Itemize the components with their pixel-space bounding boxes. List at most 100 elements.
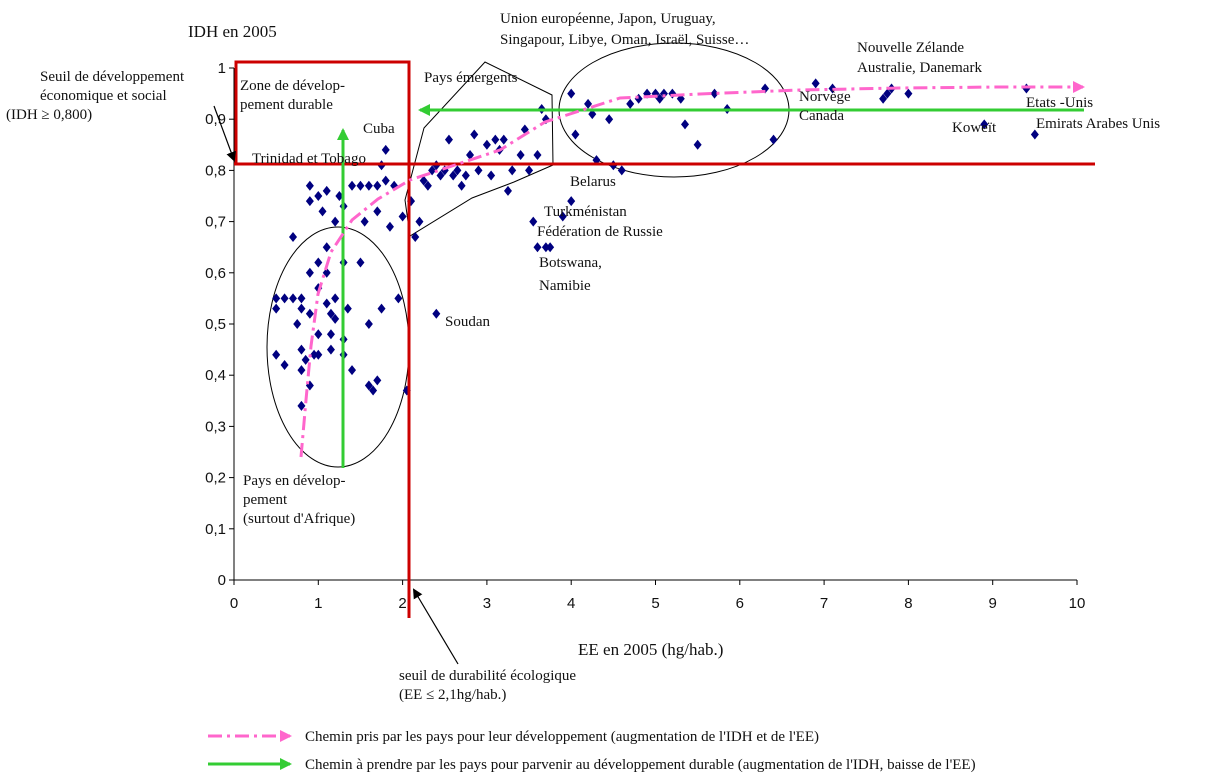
data-point [318, 206, 327, 217]
x-tick-label: 0 [230, 595, 238, 612]
data-point [436, 170, 445, 181]
data-point [634, 93, 643, 104]
data-point [499, 134, 508, 145]
pays-en-dev-label-2: pement [243, 492, 288, 508]
data-point [659, 88, 668, 99]
region-outlines [266, 42, 790, 468]
y-tick-label: 0,8 [205, 162, 226, 179]
data-point [356, 257, 365, 268]
data-point [710, 88, 719, 99]
data-point [314, 329, 323, 340]
data-point [558, 211, 567, 222]
data-point [470, 129, 479, 140]
data-point [381, 144, 390, 155]
data-point [331, 293, 340, 304]
botswana-label-2: Namibie [539, 278, 591, 294]
pays-en-dev-label-1: Pays en dévelop- [243, 473, 345, 489]
x-tick-label: 5 [651, 595, 659, 612]
data-point [297, 303, 306, 314]
seuil-eco-pointer [412, 588, 459, 665]
data-point [314, 257, 323, 268]
seuil-dev-label-2: économique et social [40, 88, 167, 104]
russie-label: Fédération de Russie [537, 224, 663, 240]
data-point [314, 349, 323, 360]
x-tick-label: 1 [314, 595, 322, 612]
data-point [1030, 129, 1039, 140]
nz-label-2: Australie, Danemark [857, 60, 982, 76]
data-point [584, 98, 593, 109]
data-point [305, 267, 314, 278]
data-point [449, 170, 458, 181]
x-tick-label: 4 [567, 595, 575, 612]
data-point [411, 231, 420, 242]
data-point [879, 93, 888, 104]
data-point [364, 319, 373, 329]
x-tick-label: 6 [736, 595, 744, 612]
botswana-label-1: Botswana, [539, 255, 602, 271]
x-axis-label: EE en 2005 (hg/hab.) [578, 640, 723, 659]
data-point [297, 293, 306, 304]
data-point [272, 303, 281, 314]
data-point [482, 139, 491, 150]
data-point [693, 139, 702, 150]
data-point [377, 303, 386, 314]
data-point [904, 88, 913, 99]
data-point [297, 400, 306, 411]
data-point [626, 98, 635, 109]
legend-green-label: Chemin à prendre par les pays pour parve… [305, 757, 976, 773]
data-point [453, 165, 462, 176]
data-point [529, 216, 538, 227]
data-point [301, 354, 310, 365]
data-point [335, 191, 344, 201]
data-point [811, 78, 820, 89]
legend: Chemin pris par les pays pour leur dével… [208, 729, 976, 773]
y-tick-label: 0,6 [205, 265, 226, 282]
x-tick-labels: 0 1 2 3 4 5 6 7 8 9 10 [230, 595, 1086, 612]
cuba-label: Cuba [363, 121, 395, 137]
data-point [588, 109, 597, 120]
data-point [343, 303, 352, 314]
seuil-eco-label-2: (EE ≤ 2,1hg/hab.) [399, 687, 506, 703]
seuil-dev-label-3: (IDH ≥ 0,800) [6, 107, 92, 123]
y-tick-labels: 0 0,1 0,2 0,3 0,4 0,5 0,6 0,7 0,8 0,9 1 [205, 60, 226, 589]
data-point [280, 293, 289, 304]
data-point [461, 170, 470, 181]
seuil-dev-label-1: Seuil de développement [40, 69, 185, 85]
x-tick-label: 7 [820, 595, 828, 612]
y-tick-label: 0,9 [205, 111, 226, 128]
data-point [289, 293, 298, 304]
data-point [655, 93, 664, 104]
data-point [571, 129, 580, 140]
x-tick-label: 10 [1069, 595, 1086, 612]
data-point [503, 185, 512, 196]
x-tick-label: 3 [483, 595, 491, 612]
data-point [369, 385, 378, 396]
legend-pink-label: Chemin pris par les pays pour leur dével… [305, 729, 819, 745]
data-point [326, 344, 335, 355]
data-point [373, 206, 382, 217]
ue-group-label-1: Union européenne, Japon, Uruguay, [500, 11, 716, 27]
emirats-label: Emirats Arabes Unis [1036, 116, 1160, 132]
y-tick-label: 0,7 [205, 214, 226, 231]
annotations: Zone de dévelop- pement durable Seuil de… [6, 11, 1160, 703]
data-point [487, 170, 496, 181]
data-point [457, 180, 466, 191]
turkmenistan-label: Turkménistan [544, 204, 627, 220]
ue-group-label-2: Singapour, Libye, Oman, Israël, Suisse… [500, 32, 749, 48]
y-tick-label: 0,3 [205, 418, 226, 435]
data-point [364, 380, 373, 391]
y-tick-label: 1 [218, 60, 226, 77]
pays-en-dev-label-3: (surtout d'Afrique) [243, 511, 355, 527]
seuil-eco-label-1: seuil de durabilité écologique [399, 668, 576, 684]
data-point [360, 216, 369, 227]
data-point [605, 114, 614, 125]
seuil-dev-pointer [213, 105, 236, 162]
data-point [516, 150, 525, 161]
data-point [348, 180, 357, 191]
koweit-label: Koweït [952, 120, 997, 136]
data-point [394, 293, 403, 304]
norvege-label-1: Norvège [799, 89, 851, 105]
zone-label-1: Zone de dévelop- [240, 78, 345, 94]
data-point [567, 88, 576, 99]
data-point [297, 365, 306, 376]
